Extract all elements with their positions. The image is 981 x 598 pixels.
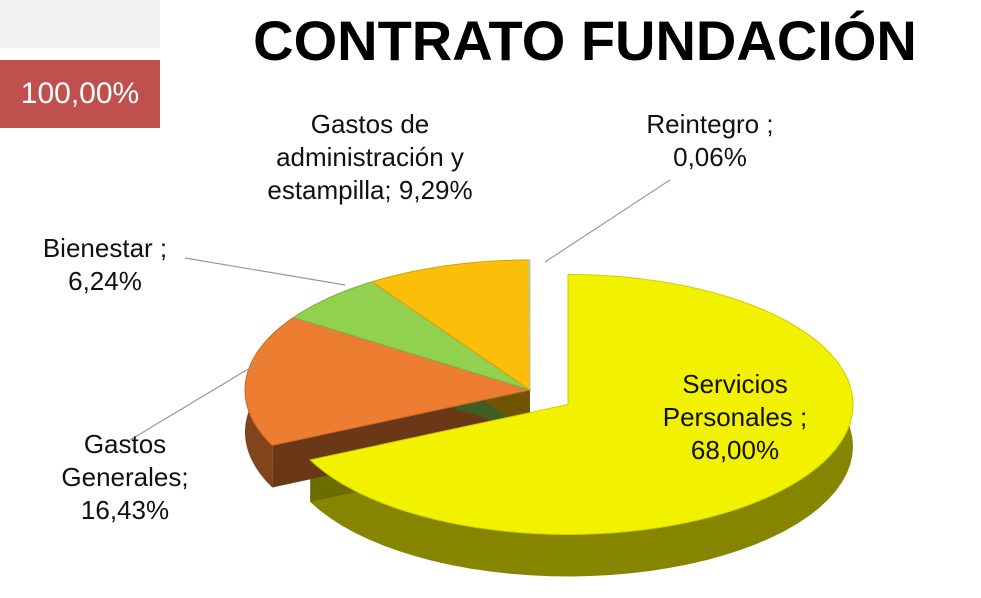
category-label: Gastos Generales;	[61, 429, 189, 492]
data-label: Bienestar ; 6,24%	[10, 232, 200, 298]
leader-line	[544, 179, 671, 263]
category-label: Reintegro ;	[646, 109, 774, 139]
chart-title: CONTRATO FUNDACIÓN	[253, 9, 917, 72]
value-label: 16,43%	[80, 495, 170, 525]
value-label: 6,24%	[68, 266, 142, 296]
category-label: Servicios Personales ;	[662, 369, 808, 432]
value-label: 9,29%	[398, 175, 473, 205]
data-label: Gastos Generales; 16,43%	[40, 428, 210, 527]
total-label: 100,00%	[0, 60, 160, 128]
value-label: 0,06%	[673, 142, 747, 172]
data-label: Reintegro ; 0,06%	[610, 108, 810, 174]
value-label: 68,00%	[690, 435, 780, 465]
data-label: Servicios Personales ; 68,00%	[640, 368, 830, 467]
slice	[244, 316, 532, 446]
slice	[309, 273, 854, 535]
slice	[292, 281, 531, 391]
leader-line	[184, 257, 346, 286]
leader-line	[129, 364, 256, 441]
data-label: Gastos de administración y estampilla; 9…	[225, 108, 515, 207]
slice	[370, 259, 531, 391]
slice	[528, 259, 531, 391]
cell	[0, 0, 160, 48]
category-label: Gastos de administración y estampilla;	[267, 109, 464, 205]
category-label: Bienestar ;	[42, 233, 168, 263]
